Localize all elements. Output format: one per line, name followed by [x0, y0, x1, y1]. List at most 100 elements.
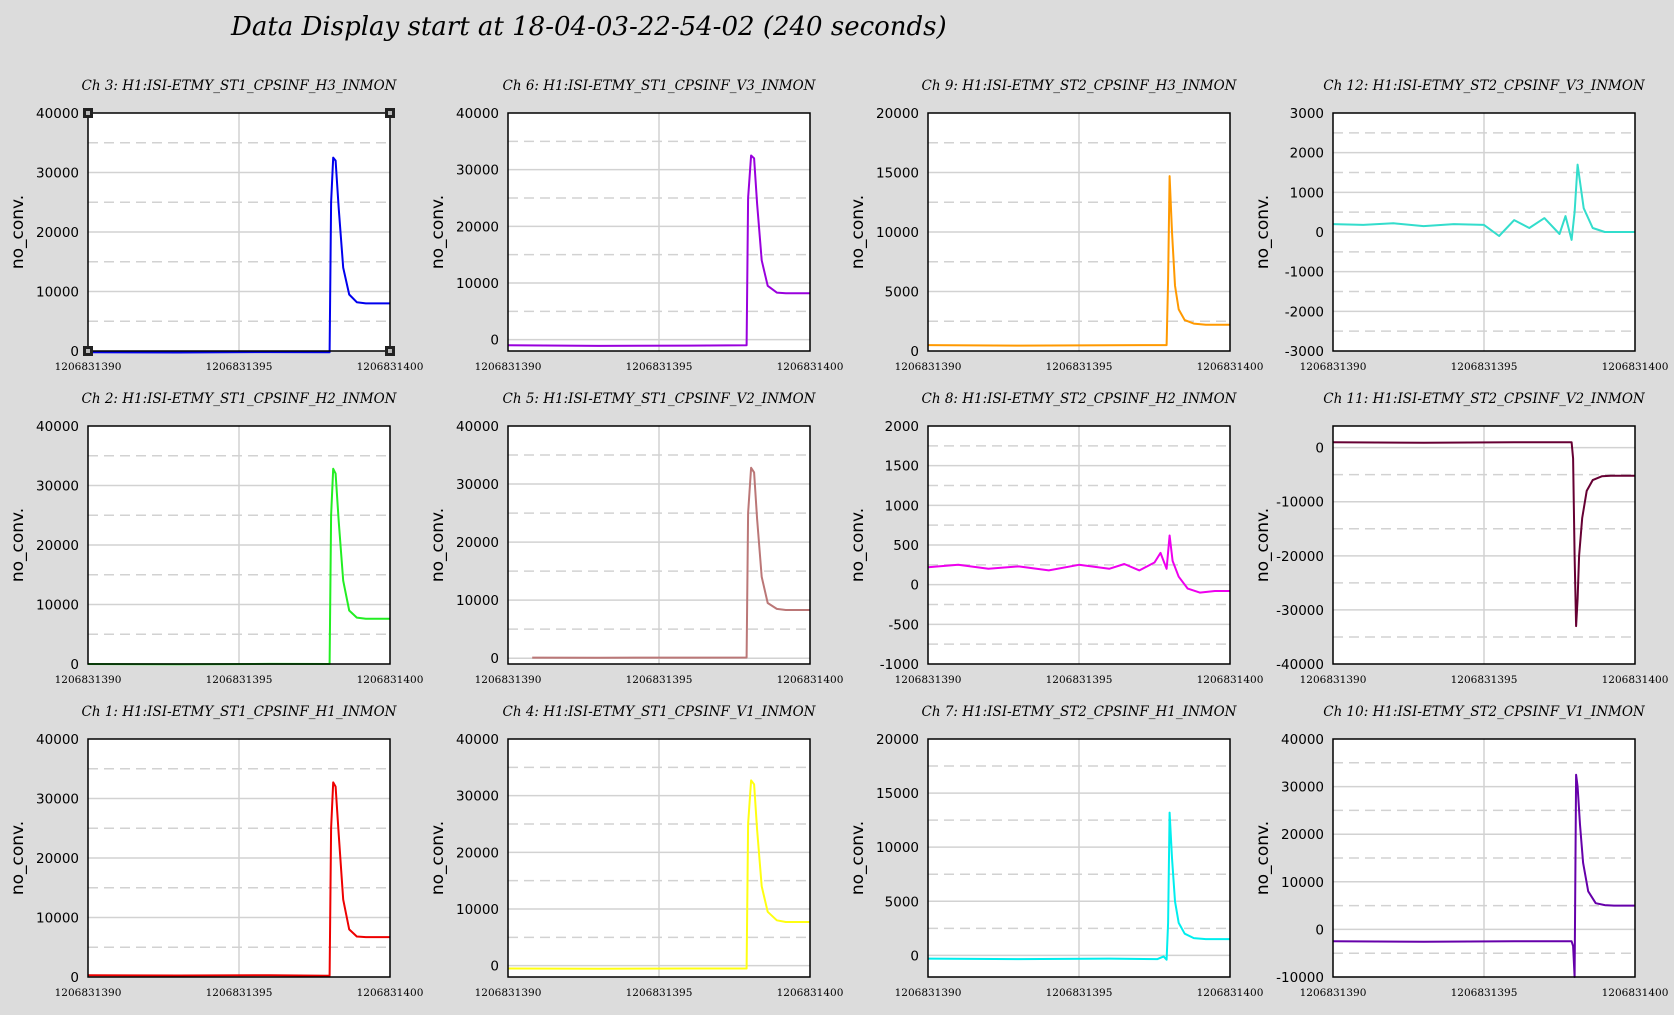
chart-panel[interactable]: Ch 6: H1:ISI-ETMY_ST1_CPSINF_V3_INMON 0 10… [428, 78, 843, 373]
y-tick-label: -40000 [1276, 657, 1324, 673]
plot-frame [1332, 112, 1636, 352]
y-tick-label: 20000 [36, 851, 79, 867]
y-axis-label: no_conv. [1253, 195, 1273, 269]
y-tick-label: 20000 [36, 225, 79, 241]
y-tick-label: 40000 [456, 419, 499, 435]
x-tick-label: 1206831390 [475, 674, 542, 686]
chart-title: Ch 1: H1:ISI-ETMY_ST1_CPSINF_H1_INMON [82, 704, 398, 720]
chart-panel[interactable]: Ch 9: H1:ISI-ETMY_ST2_CPSINF_H3_INMON 0 50… [848, 78, 1263, 373]
y-tick-label: 40000 [1281, 732, 1324, 748]
y-tick-label: 0 [70, 344, 79, 360]
y-tick-label: -30000 [1276, 603, 1324, 619]
chart-title: Ch 4: H1:ISI-ETMY_ST1_CPSINF_V1_INMON [503, 704, 817, 720]
y-tick-label: 40000 [36, 106, 79, 122]
y-tick-label: 10000 [1281, 875, 1324, 891]
y-tick-label: 2000 [1290, 146, 1324, 162]
x-tick-label: 1206831400 [357, 987, 424, 999]
y-tick-label: -1000 [880, 657, 919, 673]
chart-panel[interactable]: Ch 11: H1:ISI-ETMY_ST2_CPSINF_V2_INMON -4… [1253, 391, 1668, 686]
x-tick-label: 1206831390 [55, 674, 122, 686]
x-tick-label: 1206831390 [475, 361, 542, 373]
x-tick-label: 1206831390 [55, 987, 122, 999]
y-tick-label: 1500 [885, 459, 919, 475]
y-axis-label: no_conv. [428, 508, 448, 582]
y-axis-label: no_conv. [1253, 821, 1273, 895]
y-tick-label: 10000 [36, 285, 79, 301]
series-line [507, 154, 810, 347]
x-tick-label: 1206831390 [1300, 674, 1367, 686]
plot-frame [507, 738, 811, 978]
y-tick-label: 10000 [36, 911, 79, 927]
chart-title: Ch 11: H1:ISI-ETMY_ST2_CPSINF_V2_INMON [1323, 391, 1646, 407]
y-tick-label: 40000 [36, 732, 79, 748]
x-tick-label: 1206831400 [1602, 361, 1669, 373]
y-tick-label: 0 [1315, 225, 1324, 241]
x-tick-label: 1206831400 [1197, 361, 1264, 373]
y-tick-label: 5000 [885, 894, 919, 910]
chart-panel[interactable]: Ch 2: H1:ISI-ETMY_ST1_CPSINF_H2_INMON 0 10… [8, 391, 423, 686]
y-tick-label: -500 [888, 617, 919, 633]
plot-frame [87, 425, 391, 665]
plot-frame [1332, 425, 1636, 665]
y-tick-label: 0 [1315, 922, 1324, 938]
y-tick-label: 20000 [876, 106, 919, 122]
x-tick-label: 1206831395 [1046, 987, 1113, 999]
y-tick-label: 15000 [876, 166, 919, 182]
y-tick-label: 20000 [876, 732, 919, 748]
plot-frame [507, 425, 811, 665]
y-axis-label: no_conv. [848, 821, 868, 895]
plot-frame [507, 112, 811, 352]
chart-panel[interactable]: Ch 7: H1:ISI-ETMY_ST2_CPSINF_H1_INMON 0 50… [848, 704, 1263, 999]
y-tick-label: 5000 [885, 285, 919, 301]
y-tick-label: -10000 [1276, 495, 1324, 511]
y-tick-label: 0 [910, 578, 919, 594]
y-tick-label: 30000 [456, 789, 499, 805]
series-line [1332, 441, 1635, 628]
chart-title: Ch 6: H1:ISI-ETMY_ST1_CPSINF_V3_INMON [503, 78, 817, 94]
y-axis-label: no_conv. [1253, 508, 1273, 582]
chart-title: Ch 7: H1:ISI-ETMY_ST2_CPSINF_H1_INMON [922, 704, 1238, 720]
x-tick-label: 1206831395 [206, 361, 273, 373]
x-tick-label: 1206831390 [1300, 987, 1367, 999]
x-tick-label: 1206831400 [1197, 674, 1264, 686]
y-tick-label: 20000 [1281, 827, 1324, 843]
chart-panel[interactable]: Ch 1: H1:ISI-ETMY_ST1_CPSINF_H1_INMON 0 10… [8, 704, 423, 999]
y-tick-label: 30000 [36, 166, 79, 182]
y-tick-label: 20000 [36, 538, 79, 554]
x-tick-label: 1206831395 [626, 987, 693, 999]
y-tick-label: 10000 [876, 840, 919, 856]
selection-handle-inner [388, 111, 392, 115]
plot-frame [927, 738, 1231, 978]
chart-panel[interactable]: Ch 3: H1:ISI-ETMY_ST1_CPSINF_H3_INMON 0 10… [8, 78, 423, 373]
y-tick-label: -1000 [1285, 265, 1324, 281]
x-tick-label: 1206831400 [777, 674, 844, 686]
y-tick-label: 0 [70, 657, 79, 673]
y-tick-label: -3000 [1285, 344, 1324, 360]
chart-panel[interactable]: Ch 12: H1:ISI-ETMY_ST2_CPSINF_V3_INMON -3… [1253, 78, 1668, 373]
x-tick-label: 1206831400 [357, 674, 424, 686]
x-tick-label: 1206831395 [1451, 674, 1518, 686]
series-line [87, 781, 390, 977]
y-tick-label: 500 [893, 538, 919, 554]
chart-panel[interactable]: Ch 4: H1:ISI-ETMY_ST1_CPSINF_V1_INMON 0 10… [428, 704, 843, 999]
y-tick-label: 15000 [876, 786, 919, 802]
selection-handle-inner [388, 349, 392, 353]
x-tick-label: 1206831395 [206, 674, 273, 686]
y-tick-label: 1000 [1290, 185, 1324, 201]
y-tick-label: -10000 [1276, 970, 1324, 986]
chart-panel[interactable]: Ch 5: H1:ISI-ETMY_ST1_CPSINF_V2_INMON 0 10… [428, 391, 843, 686]
selection-handle-inner [86, 111, 90, 115]
chart-panel[interactable]: Ch 10: H1:ISI-ETMY_ST2_CPSINF_V1_INMON -1… [1253, 704, 1668, 999]
x-tick-label: 1206831395 [626, 674, 693, 686]
y-axis-label: no_conv. [8, 821, 28, 895]
chart-panel[interactable]: Ch 8: H1:ISI-ETMY_ST2_CPSINF_H2_INMON -10… [848, 391, 1263, 686]
y-tick-label: 0 [70, 970, 79, 986]
x-tick-label: 1206831400 [1197, 987, 1264, 999]
y-tick-label: 0 [910, 948, 919, 964]
series-line [1332, 773, 1635, 978]
y-tick-label: 40000 [456, 106, 499, 122]
series-line [927, 175, 1230, 347]
y-tick-label: 30000 [456, 477, 499, 493]
y-tick-label: 20000 [456, 219, 499, 235]
plot-frame [927, 425, 1231, 665]
